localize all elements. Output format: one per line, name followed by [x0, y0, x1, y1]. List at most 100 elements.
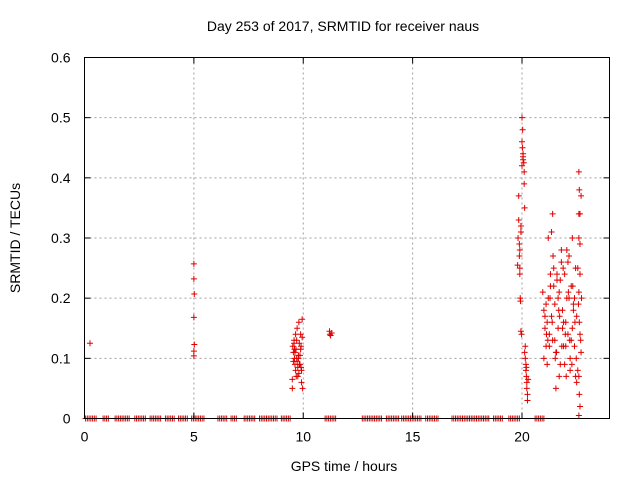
data-point — [554, 271, 560, 278]
data-point — [190, 260, 197, 267]
y-tick-label: 0.4 — [51, 170, 71, 186]
data-point — [562, 331, 569, 338]
data-point — [578, 349, 585, 356]
data-point — [574, 367, 581, 374]
data-point — [569, 235, 576, 241]
data-point — [520, 159, 527, 166]
data-point — [567, 367, 574, 374]
data-point — [516, 253, 523, 260]
data-point — [517, 228, 524, 235]
data-point — [295, 319, 302, 326]
data-point — [558, 343, 565, 350]
data-point — [552, 355, 559, 362]
data-point — [524, 391, 531, 398]
data-point — [519, 162, 525, 169]
y-axis-label: SRMTID / TECUs — [7, 183, 23, 293]
data-point — [544, 319, 551, 326]
data-point — [523, 373, 530, 380]
data-point — [517, 298, 524, 305]
data-point — [549, 319, 556, 326]
data-point — [576, 391, 583, 398]
data-point — [291, 340, 298, 347]
data-point — [524, 397, 531, 404]
data-point — [550, 253, 557, 260]
data-point — [558, 247, 565, 254]
data-point — [519, 144, 526, 151]
data-point — [517, 222, 524, 229]
data-point — [548, 313, 555, 320]
data-point — [546, 343, 553, 350]
data-point — [298, 379, 305, 386]
data-point — [544, 361, 551, 368]
data-point — [573, 355, 580, 362]
data-point — [552, 385, 559, 392]
data-point — [296, 352, 303, 359]
data-point — [576, 403, 583, 410]
data-point — [289, 376, 296, 383]
data-point — [547, 271, 554, 278]
y-tick-label: 0 — [63, 411, 71, 427]
data-point — [525, 376, 532, 383]
data-point — [568, 361, 575, 368]
data-point — [294, 325, 301, 332]
data-point — [519, 126, 526, 133]
data-point — [576, 186, 583, 193]
data-point — [521, 180, 528, 187]
data-point — [570, 307, 577, 314]
data-point — [519, 138, 525, 145]
data-point — [190, 314, 197, 321]
data-point — [577, 337, 584, 344]
data-point — [569, 325, 576, 332]
data-point — [519, 114, 525, 121]
data-point — [86, 340, 93, 347]
data-point — [566, 253, 573, 260]
data-point — [549, 210, 556, 217]
data-point — [516, 271, 523, 278]
chart-title: Day 253 of 2017, SRMTID for receiver nau… — [207, 18, 479, 34]
data-point — [551, 337, 558, 344]
data-point — [550, 265, 557, 272]
data-point — [559, 325, 566, 332]
data-point — [543, 331, 550, 338]
data-points — [82, 114, 585, 422]
data-point — [516, 247, 523, 254]
data-point — [293, 373, 300, 380]
data-point — [573, 379, 580, 386]
data-point — [560, 265, 567, 272]
data-point — [326, 331, 333, 338]
data-point — [522, 355, 529, 362]
data-point — [575, 168, 582, 175]
data-point — [516, 265, 523, 272]
data-point — [295, 355, 302, 362]
data-point — [548, 228, 555, 235]
data-point — [576, 210, 583, 217]
data-point — [515, 235, 522, 241]
x-axis-label: GPS time / hours — [291, 458, 398, 474]
data-point — [541, 325, 548, 332]
data-point — [574, 265, 581, 272]
data-point — [296, 361, 303, 368]
data-point — [556, 313, 563, 320]
data-point — [293, 337, 300, 344]
x-tick-label: 10 — [295, 429, 311, 445]
data-point — [576, 241, 583, 248]
data-point — [292, 367, 299, 374]
x-tick-label: 0 — [81, 429, 89, 445]
data-point — [296, 340, 303, 347]
x-tick-label: 20 — [514, 429, 530, 445]
data-point — [518, 331, 525, 338]
data-point — [522, 343, 529, 350]
data-point — [294, 364, 301, 371]
data-point — [544, 337, 551, 344]
grid — [84, 57, 610, 419]
data-point — [547, 295, 553, 302]
x-tick-label: 15 — [405, 429, 421, 445]
y-tick-label: 0.2 — [51, 290, 71, 306]
data-point — [550, 283, 557, 290]
data-point — [556, 289, 563, 296]
data-point — [543, 301, 550, 308]
data-point — [540, 307, 547, 314]
data-point — [516, 241, 523, 248]
data-point — [578, 192, 585, 199]
